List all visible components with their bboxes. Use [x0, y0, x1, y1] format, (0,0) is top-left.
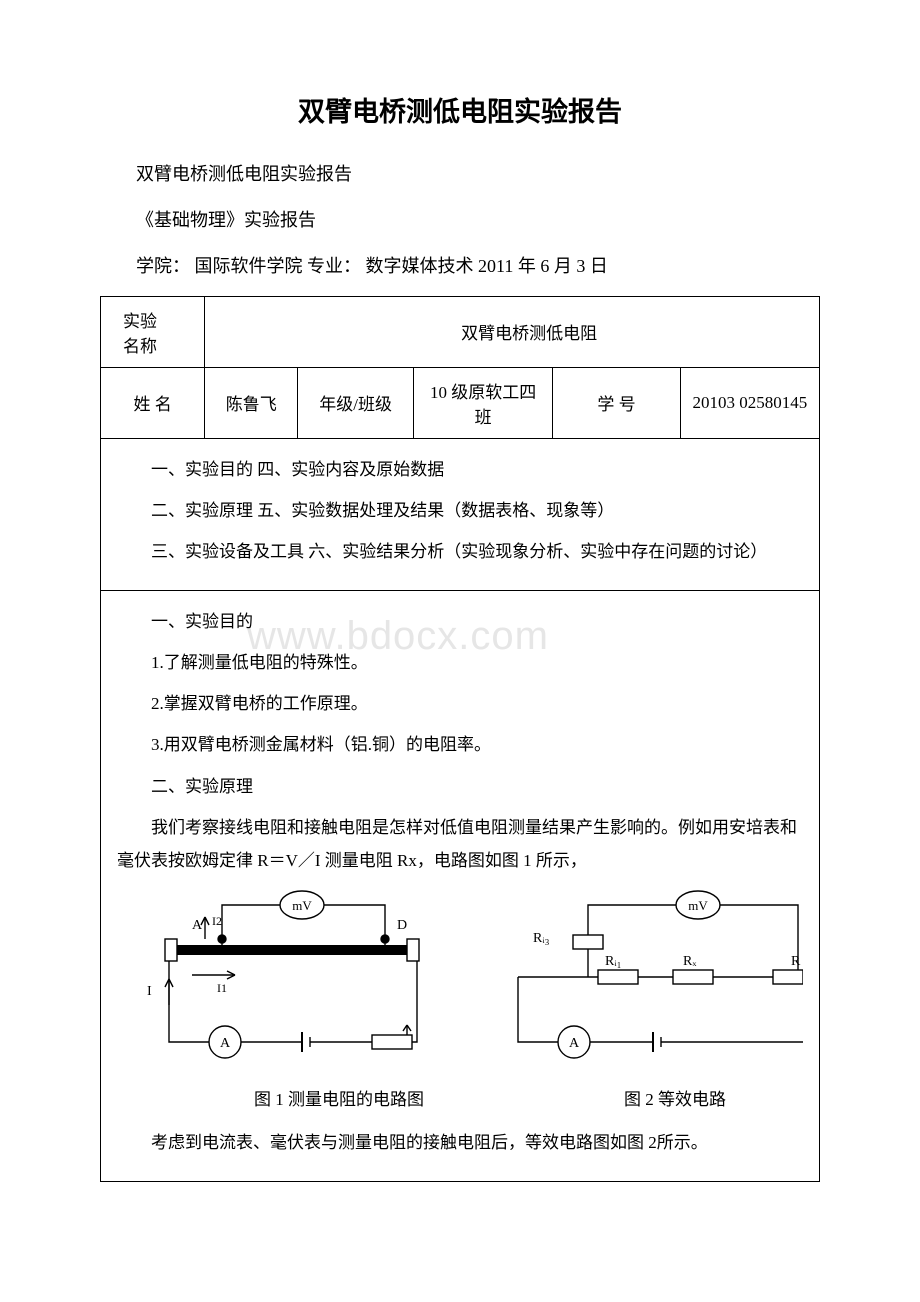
fig2-caption: 图 2 等效电路: [624, 1083, 726, 1116]
watermark-wrap: www.bdocx.com 一、实验目的: [117, 605, 803, 638]
outline-line: 三、实验设备及工具 六、实验结果分析（实验现象分析、实验中存在问题的讨论）: [117, 535, 803, 568]
svg-text:I1: I1: [217, 981, 227, 995]
figure-2-svg: mV Rᵢ₃ Rᵢ₁ Rₓ R: [503, 887, 803, 1077]
meta-line: 学院： 国际软件学院 专业： 数字媒体技术 2011 年 6 月 3 日: [100, 249, 820, 283]
section-heading: 一、实验目的: [117, 605, 803, 638]
svg-text:A: A: [220, 1036, 231, 1051]
svg-text:Rₓ: Rₓ: [683, 954, 697, 969]
figure-1-svg: mV A D I2: [117, 887, 457, 1077]
svg-text:I2: I2: [212, 914, 222, 928]
svg-text:Rᵢ₃: Rᵢ₃: [533, 931, 550, 946]
cell-id-value: 20103 02580145: [680, 367, 819, 438]
table-row: 实验 名称 双臂电桥测低电阻: [101, 296, 820, 367]
section-heading: 二、实验原理: [117, 770, 803, 803]
outline-line: 一、实验目的 四、实验内容及原始数据: [117, 453, 803, 486]
fig1-caption: 图 1 测量电阻的电路图: [254, 1083, 424, 1116]
text: 名称: [123, 337, 157, 356]
svg-text:mV: mV: [292, 898, 312, 913]
body-line: 3.用双臂电桥测金属材料（铝.铜）的电阻率。: [117, 728, 803, 761]
table-row: 姓 名 陈鲁飞 年级/班级 10 级原软工四班 学 号 20103 025801…: [101, 367, 820, 438]
cell-grade-value: 10 级原软工四班: [414, 367, 553, 438]
svg-text:Rᵢ₁: Rᵢ₁: [605, 954, 622, 969]
svg-text:mV: mV: [688, 898, 708, 913]
figures-row: mV A D I2: [117, 887, 803, 1077]
body-cell: www.bdocx.com 一、实验目的 1.了解测量低电阻的特殊性。 2.掌握…: [100, 591, 820, 1182]
cell-exp-name-value: 双臂电桥测低电阻: [205, 296, 820, 367]
subtitle-2: 《基础物理》实验报告: [100, 203, 820, 237]
outline-cell: 一、实验目的 四、实验内容及原始数据 二、实验原理 五、实验数据处理及结果（数据…: [100, 439, 820, 591]
cell-name-label: 姓 名: [101, 367, 205, 438]
body-line: 我们考察接线电阻和接触电阻是怎样对低值电阻测量结果产生影响的。例如用安培表和毫伏…: [117, 811, 803, 877]
cell-grade-label: 年级/班级: [298, 367, 414, 438]
figure-captions: 图 1 测量电阻的电路图 图 2 等效电路: [117, 1083, 803, 1116]
body-line: 2.掌握双臂电桥的工作原理。: [117, 687, 803, 720]
cell-id-label: 学 号: [553, 367, 681, 438]
page-title: 双臂电桥测低电阻实验报告: [100, 90, 820, 129]
body-line: 考虑到电流表、毫伏表与测量电阻的接触电阻后，等效电路图如图 2所示。: [117, 1126, 803, 1159]
text: 实验: [123, 312, 157, 331]
cell-name-value: 陈鲁飞: [205, 367, 298, 438]
svg-text:A: A: [569, 1036, 580, 1051]
svg-text:D: D: [397, 918, 407, 933]
outline-line: 二、实验原理 五、实验数据处理及结果（数据表格、现象等）: [117, 494, 803, 527]
subtitle-1: 双臂电桥测低电阻实验报告: [100, 157, 820, 191]
cell-exp-name-label: 实验 名称: [101, 296, 205, 367]
svg-text:A: A: [192, 918, 203, 933]
info-table: 实验 名称 双臂电桥测低电阻 姓 名 陈鲁飞 年级/班级 10 级原软工四班 学…: [100, 296, 820, 439]
svg-text:I: I: [147, 984, 152, 999]
svg-text:R: R: [791, 954, 801, 969]
